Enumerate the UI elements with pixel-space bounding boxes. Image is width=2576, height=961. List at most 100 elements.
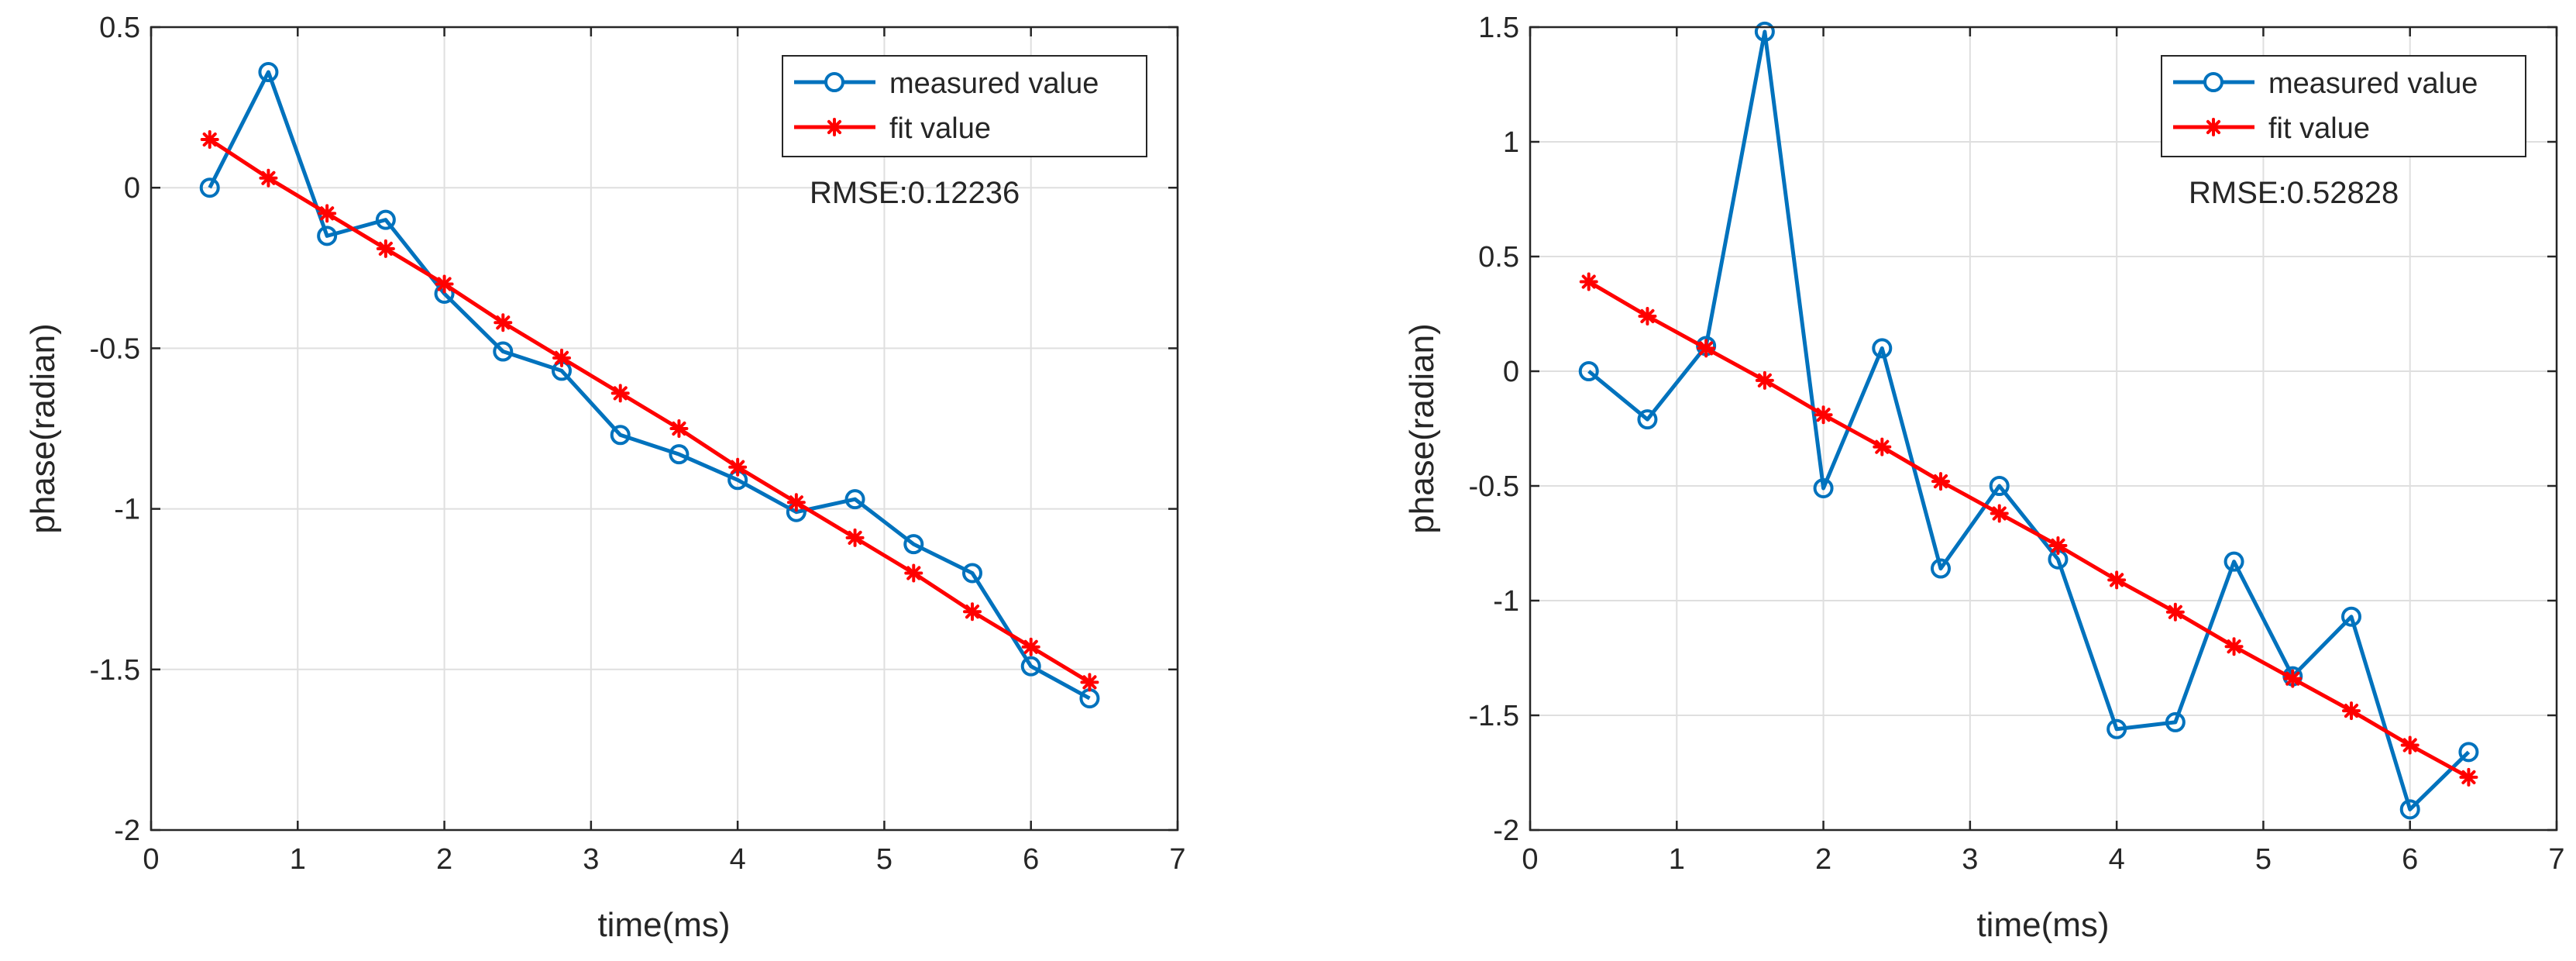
measured-point-right-10 [2165,711,2186,732]
legend-fit-marker-left [825,118,844,136]
measured-point-left-8 [669,444,690,465]
measured-point-right-11 [2223,551,2244,572]
legend-measured-label-left: measured value [889,67,1099,100]
x-tick-label-left-4: 4 [730,843,746,876]
y-tick-label-right-6: 1 [1503,126,1519,159]
fit-point-right-10 [2165,602,2185,622]
x-tick-label-right-3: 3 [1962,843,1978,876]
fit-point-left-15 [1080,673,1099,692]
legend-fit-marker-right [2204,118,2223,136]
measured-point-left-7 [610,425,631,446]
chart-left: 0 1 2 3 4 5 6 7 -2 -1.5 -1 -0.5 0 0.5 time(ms) phase(… [24,12,1186,944]
y-tick-label-right-5: 0.5 [1478,241,1519,274]
measured-point-right-4 [1813,477,1834,498]
fit-point-right-2 [1697,339,1716,358]
grid-left [151,27,1178,830]
fit-point-left-9 [728,457,748,477]
y-tick-label-left-2: -1 [114,494,140,526]
x-tick-label-right-1: 1 [1669,843,1685,876]
fit-point-right-15 [2459,767,2478,787]
measured-point-right-14 [2399,799,2420,820]
x-tick-label-right-6: 6 [2402,843,2418,876]
x-tick-label-right-2: 2 [1815,843,1831,876]
grid-right [1530,27,2557,830]
y-tick-label-right-7: 1.5 [1478,12,1519,44]
measured-point-right-1 [1637,409,1658,430]
x-tick-label-right-4: 4 [2109,843,2125,876]
fit-point-left-10 [786,493,806,512]
fit-point-left-0 [200,130,219,150]
series-left [199,62,1100,709]
x-tick-label-right-5: 5 [2255,843,2272,876]
x-tick-label-right-7: 7 [2548,843,2564,876]
x-tick-label-left-0: 0 [143,843,159,876]
plot-frame-right [1529,26,2558,832]
x-tick-label-left-7: 7 [1169,843,1185,876]
fit-point-left-7 [610,384,630,403]
chart-right: 0 1 2 3 4 5 6 7 -2 -1.5 -1 -0.5 0 0.5 1 1.5 time(ms) ph… [1403,12,2565,944]
rmse-annotation-left: RMSE:0.12236 [810,176,1020,210]
fit-line-left [208,137,1091,684]
fit-point-left-11 [845,528,865,547]
fit-point-right-14 [2400,735,2420,755]
y-tick-label-right-3: -0.5 [1469,470,1519,503]
y-tick-label-right-1: -1.5 [1469,700,1519,732]
y-tick-label-left-5: 0.5 [99,12,140,44]
y-tick-label-right-2: -1 [1493,585,1519,618]
measured-point-right-6 [1931,558,1951,579]
measured-point-right-7 [1989,476,2010,496]
legend-box-right [2161,55,2526,157]
legend-right: measured value fit value [2161,55,2526,157]
series-right [1578,21,2479,820]
y-tick-label-right-4: 0 [1503,356,1519,388]
fit-point-right-6 [1931,472,1950,491]
rmse-annotation-right: RMSE:0.52828 [2189,176,2399,210]
fit-line-right [1587,280,2470,780]
x-tick-label-left-1: 1 [290,843,306,876]
fit-point-left-12 [904,563,923,583]
fit-point-left-4 [435,274,454,294]
x-tick-label-left-6: 6 [1023,843,1039,876]
fit-point-left-8 [669,419,689,438]
measured-point-left-1 [258,62,279,83]
measured-point-left-2 [317,226,338,246]
fit-point-right-13 [2342,701,2361,721]
y-tick-label-left-4: 0 [124,172,140,205]
fit-point-right-3 [1755,370,1774,390]
fit-point-right-5 [1873,437,1892,456]
fit-point-right-4 [1814,405,1833,425]
measured-point-left-0 [199,177,220,198]
y-tick-label-right-0: -2 [1493,815,1519,847]
measured-point-right-5 [1872,338,1893,359]
measured-point-left-14 [1020,656,1041,677]
x-tick-label-left-3: 3 [583,843,599,876]
fit-point-left-13 [963,602,982,622]
x-tick-label-right-0: 0 [1522,843,1538,876]
legend-fit-label-left: fit value [889,112,991,145]
measured-point-left-13 [962,563,982,584]
x-axis-label-right: time(ms) [1976,906,2109,944]
fit-point-right-12 [2283,669,2303,688]
fit-point-right-8 [2048,536,2068,555]
measured-point-left-12 [903,534,924,555]
measured-point-right-13 [2341,606,2361,627]
legend-measured-marker-right [2203,72,2223,92]
fit-point-left-6 [552,348,571,367]
y-tick-label-left-3: -0.5 [90,332,140,365]
legend-box-left [782,55,1147,157]
measured-point-right-9 [2107,718,2127,739]
fit-point-right-11 [2224,637,2244,656]
measured-line-left [208,70,1091,701]
fit-point-right-7 [1990,504,2009,523]
fit-point-left-2 [318,204,337,223]
measured-point-right-15 [2458,742,2479,763]
fit-point-right-0 [1579,272,1598,291]
legend-measured-marker-left [824,72,844,92]
y-axis-label-left: phase(radian) [24,323,62,534]
fit-point-left-1 [259,168,278,188]
legend-fit-label-right: fit value [2268,112,2370,145]
measured-point-left-3 [375,209,396,230]
y-tick-label-left-0: -2 [114,815,140,847]
legend-left: measured value fit value [782,55,1147,157]
